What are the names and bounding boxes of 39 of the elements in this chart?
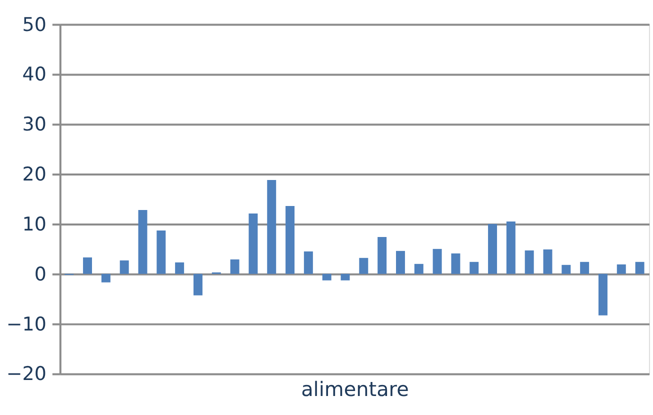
bar <box>451 253 460 274</box>
bar <box>248 213 258 274</box>
bar <box>83 257 92 274</box>
bar <box>286 206 295 274</box>
bar <box>230 259 240 274</box>
bar <box>378 236 387 274</box>
bar <box>304 251 313 274</box>
y-tick-label: 20 <box>22 164 46 186</box>
y-tick-label: 40 <box>22 64 46 86</box>
bar <box>101 274 110 282</box>
bar <box>635 262 644 274</box>
x-axis-title: alimentare <box>301 377 409 402</box>
y-tick-label: −20 <box>6 363 46 386</box>
y-tick-label: 30 <box>22 114 46 136</box>
y-tick-label: 0 <box>34 263 46 286</box>
bar <box>506 221 516 274</box>
bar <box>267 180 276 274</box>
bar <box>175 262 184 274</box>
y-tick-label: 50 <box>22 14 46 36</box>
bar <box>340 274 350 280</box>
bar <box>120 260 129 274</box>
bar <box>432 248 442 274</box>
bar <box>322 274 332 280</box>
bar <box>156 230 166 274</box>
bar <box>598 274 608 316</box>
bar <box>138 210 148 274</box>
bar <box>414 264 424 274</box>
bar <box>562 264 571 274</box>
bar <box>543 249 552 274</box>
bar <box>524 250 534 274</box>
bar <box>359 258 368 274</box>
bar <box>488 224 498 274</box>
y-tick-label: −10 <box>6 313 46 336</box>
bar <box>396 250 405 274</box>
bar <box>193 274 202 296</box>
bar <box>580 262 590 274</box>
bar <box>616 264 626 274</box>
bar <box>470 262 479 274</box>
y-tick-label: 10 <box>22 213 46 236</box>
